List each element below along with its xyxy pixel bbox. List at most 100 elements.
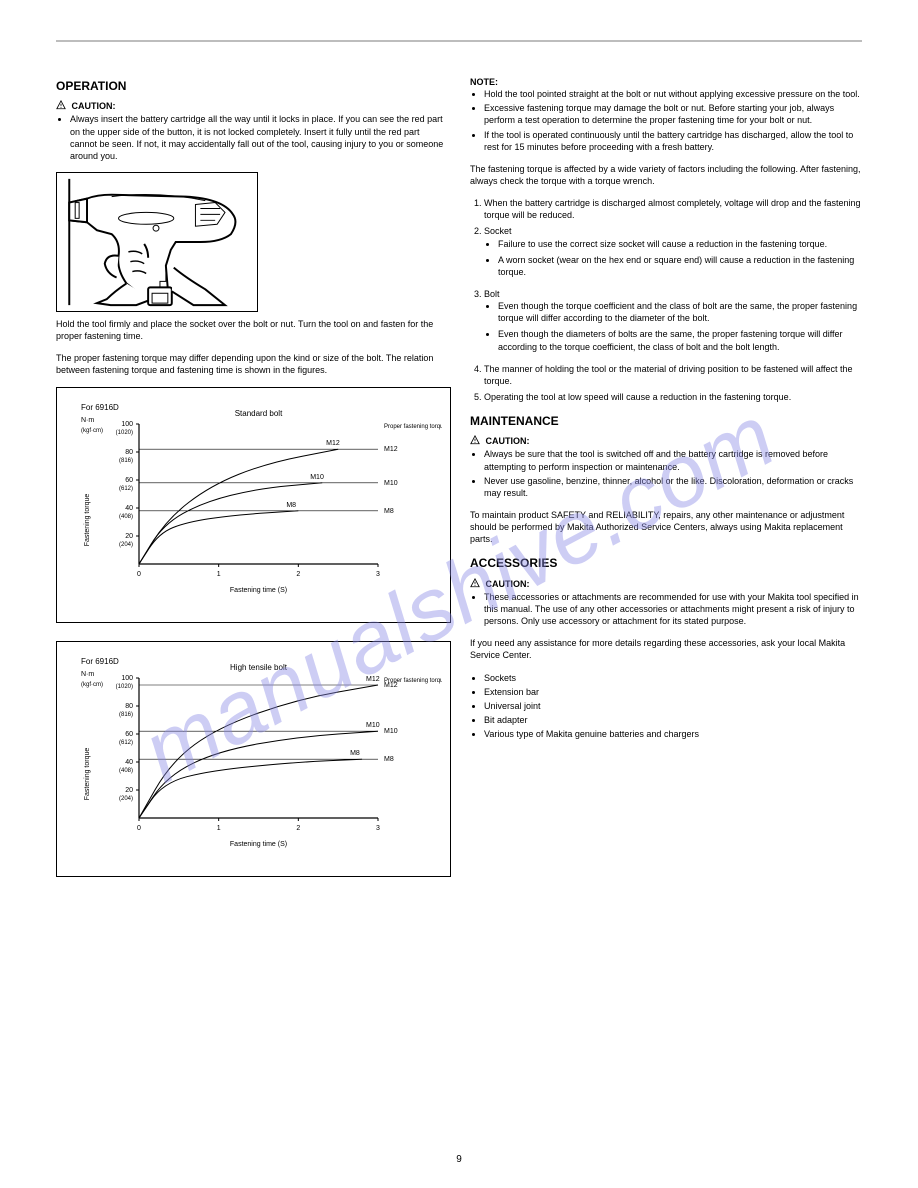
svg-text:(kgf·cm): (kgf·cm): [81, 428, 103, 434]
svg-text:M12: M12: [366, 676, 380, 683]
caution-list: Always insert the battery cartridge all …: [56, 113, 448, 162]
note-block: NOTE: Hold the tool pointed straight at …: [470, 76, 862, 153]
factors-list: When the battery cartridge is discharged…: [470, 197, 862, 403]
operation-caution: CAUTION: Always insert the battery cartr…: [56, 100, 448, 162]
svg-text:1: 1: [217, 825, 221, 832]
socket-sublist: Failure to use the correct size socket w…: [484, 238, 862, 278]
caution-item: Always insert the battery cartridge all …: [70, 113, 448, 162]
svg-text:40: 40: [125, 505, 133, 512]
caution-label: CAUTION:: [486, 579, 530, 589]
socket-subitem: Failure to use the correct size socket w…: [498, 238, 862, 250]
chart-standard-svg: For 6916DStandard bolt20(204)40(408)60(6…: [67, 398, 442, 608]
factor-item: Bolt Even though the torque coefficient …: [484, 288, 862, 353]
torque-intro: The proper fastening torque may differ d…: [56, 352, 448, 376]
acc-caution-item: These accessories or attachments are rec…: [484, 591, 862, 627]
bolt-sublist: Even though the torque coefficient and t…: [484, 300, 862, 353]
warning-icon: [470, 578, 480, 591]
heading-accessories: ACCESSORIES: [470, 555, 862, 571]
factor-item: The manner of holding the tool or the ma…: [484, 363, 862, 387]
page: manualshive.com OPERATION CAUTION: Alway…: [0, 0, 918, 1188]
svg-text:60: 60: [125, 731, 133, 738]
warning-icon: [56, 100, 66, 113]
factors-intro: The fastening torque is affected by a wi…: [470, 163, 862, 187]
maintenance-para: To maintain product SAFETY and RELIABILI…: [470, 509, 862, 545]
factor-label: Socket: [484, 226, 512, 236]
svg-text:(612): (612): [119, 486, 133, 492]
warning-icon: [470, 435, 480, 448]
svg-text:2: 2: [296, 825, 300, 832]
svg-text:Fastening torque: Fastening torque: [84, 493, 91, 546]
svg-text:0: 0: [137, 825, 141, 832]
note-item: Excessive fastening torque may damage th…: [484, 102, 862, 126]
svg-text:100: 100: [121, 421, 133, 428]
svg-text:(204): (204): [119, 796, 133, 802]
accessory-item: Universal joint: [484, 700, 862, 712]
svg-text:M10: M10: [366, 722, 380, 729]
maint-caution-item: Always be sure that the tool is switched…: [484, 448, 862, 472]
svg-text:3: 3: [376, 571, 380, 578]
svg-text:(kgf·cm): (kgf·cm): [81, 682, 103, 688]
maintenance-caution: CAUTION: Always be sure that the tool is…: [470, 435, 862, 499]
svg-text:Standard bolt: Standard bolt: [235, 409, 283, 418]
svg-text:1: 1: [217, 571, 221, 578]
svg-text:2: 2: [296, 571, 300, 578]
svg-text:(816): (816): [119, 712, 133, 718]
svg-text:M12: M12: [384, 682, 398, 689]
svg-text:M8: M8: [384, 756, 394, 763]
chart-high-tensile-bolt: For 6916DHigh tensile bolt20(204)40(408)…: [56, 641, 451, 877]
caution-label: CAUTION:: [72, 101, 116, 111]
svg-text:0: 0: [137, 571, 141, 578]
factor-item: Operating the tool at low speed will cau…: [484, 391, 862, 403]
two-column-layout: OPERATION CAUTION: Always insert the bat…: [56, 70, 862, 895]
heading-maintenance: MAINTENANCE: [470, 413, 862, 429]
note-item: If the tool is operated continuously unt…: [484, 129, 862, 153]
svg-text:M10: M10: [384, 479, 398, 486]
svg-text:60: 60: [125, 477, 133, 484]
svg-text:100: 100: [121, 675, 133, 682]
accessory-item: Sockets: [484, 672, 862, 684]
factor-item: When the battery cartridge is discharged…: [484, 197, 862, 221]
svg-text:M12: M12: [384, 446, 398, 453]
svg-text:(1020): (1020): [116, 430, 133, 436]
accessories-para: If you need any assistance for more deta…: [470, 637, 862, 661]
acc-caution-list: These accessories or attachments are rec…: [470, 591, 862, 627]
svg-text:20: 20: [125, 533, 133, 540]
svg-text:For 6916D: For 6916D: [81, 403, 119, 412]
svg-text:Fastening torque: Fastening torque: [84, 747, 91, 800]
figure-tool-grip: [56, 172, 258, 312]
heading-operation: OPERATION: [56, 78, 448, 94]
svg-text:M8: M8: [384, 507, 394, 514]
svg-text:M12: M12: [326, 440, 340, 447]
figure-caption: Hold the tool firmly and place the socke…: [56, 318, 448, 342]
right-column: NOTE: Hold the tool pointed straight at …: [470, 70, 862, 895]
drill-illustration: [57, 173, 257, 311]
maint-caution-list: Always be sure that the tool is switched…: [470, 448, 862, 499]
socket-subitem: A worn socket (wear on the hex end or sq…: [498, 254, 862, 278]
svg-text:M10: M10: [384, 728, 398, 735]
svg-text:N·m: N·m: [81, 417, 94, 424]
svg-text:Fastening time (S): Fastening time (S): [230, 841, 287, 848]
svg-text:80: 80: [125, 449, 133, 456]
accessories-list: Sockets Extension bar Universal joint Bi…: [470, 672, 862, 741]
note-label: NOTE:: [470, 76, 862, 88]
svg-text:For 6916D: For 6916D: [81, 657, 119, 666]
accessory-item: Various type of Makita genuine batteries…: [484, 728, 862, 740]
caution-label: CAUTION:: [486, 436, 530, 446]
svg-text:M8: M8: [286, 501, 296, 508]
svg-text:(1020): (1020): [116, 684, 133, 690]
bolt-subitem: Even though the torque coefficient and t…: [498, 300, 862, 324]
svg-text:M8: M8: [350, 750, 360, 757]
svg-text:(816): (816): [119, 458, 133, 464]
chart-standard-bolt: For 6916DStandard bolt20(204)40(408)60(6…: [56, 387, 451, 623]
svg-text:20: 20: [125, 787, 133, 794]
svg-text:80: 80: [125, 703, 133, 710]
accessories-caution: CAUTION: These accessories or attachment…: [470, 578, 862, 628]
header-rule: [56, 40, 862, 42]
note-list: Hold the tool pointed straight at the bo…: [470, 88, 862, 153]
accessory-item: Bit adapter: [484, 714, 862, 726]
bolt-subitem: Even though the diameters of bolts are t…: [498, 328, 862, 352]
factor-label: Bolt: [484, 289, 500, 299]
svg-text:(408): (408): [119, 514, 133, 520]
note-item: Hold the tool pointed straight at the bo…: [484, 88, 862, 100]
left-column: OPERATION CAUTION: Always insert the bat…: [56, 70, 448, 895]
